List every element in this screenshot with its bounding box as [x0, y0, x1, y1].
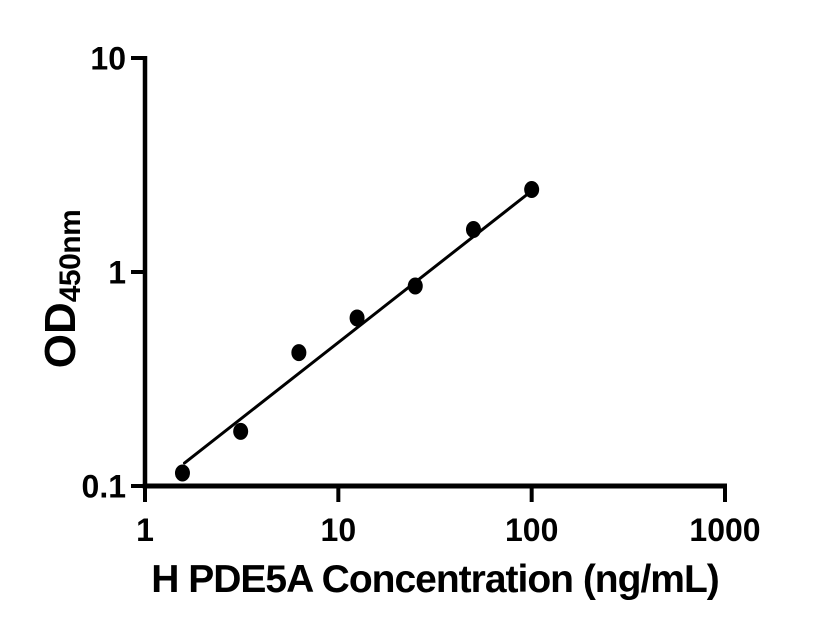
y-tick-label: 1: [108, 255, 126, 291]
data-point: [174, 464, 190, 482]
data-point: [407, 277, 423, 295]
y-tick-label: 10: [90, 41, 126, 77]
data-point: [465, 220, 481, 238]
axes-group: [131, 56, 727, 502]
data-points-group: [174, 180, 540, 482]
x-tick-label: 1: [136, 512, 154, 548]
data-point: [233, 422, 249, 440]
y-axis-title-main: OD: [36, 302, 85, 369]
y-tick-label: 0.1: [82, 469, 126, 505]
tick-labels-group: 0.1 1 10 1 10 100 1000: [82, 41, 761, 548]
x-tick-label: 10: [321, 512, 357, 548]
x-axis-title: H PDE5A Concentration (ng/mL): [151, 558, 720, 601]
x-tick-label: 100: [505, 512, 558, 548]
x-tick-label: 1000: [689, 512, 760, 548]
data-point: [524, 180, 540, 198]
data-point: [349, 309, 365, 327]
y-axis-title: OD 450nm: [36, 189, 88, 389]
data-point: [291, 344, 307, 362]
y-axis-title-subscript: 450nm: [54, 209, 87, 303]
